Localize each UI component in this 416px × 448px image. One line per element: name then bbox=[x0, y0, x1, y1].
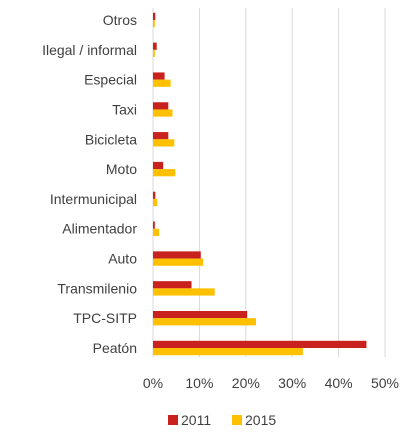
bar-2015 bbox=[153, 288, 215, 296]
category-label: Alimentador bbox=[62, 221, 137, 237]
category-label: Peatón bbox=[93, 340, 137, 356]
gridlines bbox=[152, 8, 386, 357]
category-label: Taxi bbox=[112, 101, 137, 117]
x-tick-labels: 0% 10% 20% 30% 40% 50% bbox=[143, 375, 399, 391]
bar-2011 bbox=[153, 161, 164, 170]
legend-swatch-2011 bbox=[168, 415, 178, 425]
x-tick-label: 20% bbox=[232, 375, 260, 391]
bar-2011 bbox=[153, 42, 157, 50]
legend-label: 2015 bbox=[245, 412, 276, 428]
category-label: TPC-SITP bbox=[73, 310, 137, 326]
bar-2015 bbox=[153, 258, 204, 266]
bar-2015 bbox=[153, 20, 155, 28]
bar-2011 bbox=[153, 72, 165, 80]
x-tick-label: 10% bbox=[185, 375, 213, 391]
legend-swatch-2015 bbox=[232, 415, 242, 425]
bar-2011 bbox=[153, 12, 156, 20]
bar-2011 bbox=[153, 102, 169, 110]
legend: 2011 2015 bbox=[168, 412, 276, 428]
bar-2011 bbox=[153, 340, 367, 348]
bar-2011 bbox=[153, 132, 169, 140]
bar-2015 bbox=[153, 348, 303, 356]
bar-2015 bbox=[153, 228, 160, 236]
bar-2015 bbox=[153, 79, 171, 87]
legend-label: 2011 bbox=[181, 412, 211, 428]
x-tick-label: 30% bbox=[278, 375, 306, 391]
bar-2015 bbox=[153, 169, 176, 177]
bar-2015 bbox=[153, 198, 158, 207]
bar-2015 bbox=[153, 318, 257, 326]
bar-2011 bbox=[153, 191, 156, 199]
bar-2011 bbox=[153, 281, 192, 289]
bar-2011 bbox=[153, 221, 155, 229]
bar-2015 bbox=[153, 49, 155, 58]
bars bbox=[153, 12, 367, 356]
x-tick-label: 40% bbox=[325, 375, 353, 391]
bar-2015 bbox=[153, 139, 175, 147]
category-labels: Otros Ilegal / informal Especial Taxi Bicicl… bbox=[42, 12, 137, 356]
category-label: Transmilenio bbox=[57, 280, 137, 296]
category-label: Moto bbox=[106, 161, 137, 177]
bar-2011 bbox=[153, 251, 201, 259]
x-tick-label: 0% bbox=[143, 375, 163, 391]
category-label: Especial bbox=[84, 72, 137, 88]
bar-2011 bbox=[153, 310, 248, 319]
x-tick-label: 50% bbox=[371, 375, 399, 391]
category-label: Otros bbox=[103, 12, 137, 28]
category-label: Auto bbox=[108, 251, 137, 267]
category-label: Intermunicipal bbox=[50, 191, 137, 207]
bar-2015 bbox=[153, 109, 173, 117]
category-label: Bicicleta bbox=[85, 131, 137, 147]
category-label: Ilegal / informal bbox=[42, 42, 137, 58]
